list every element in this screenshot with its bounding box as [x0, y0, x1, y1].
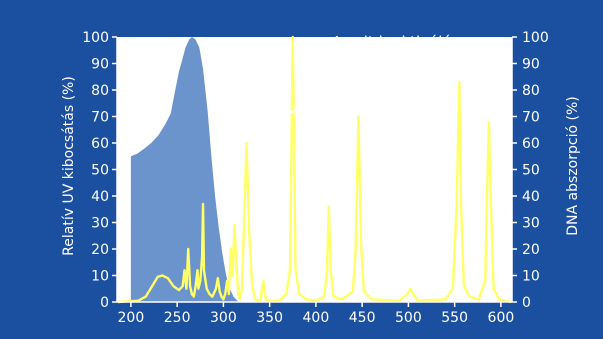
y-tick-label-right: 40 [522, 189, 540, 205]
y-tick-label-left: 100 [82, 30, 109, 46]
y-tick-label-right: 70 [522, 110, 540, 126]
y-tick-label-left: 30 [91, 216, 109, 232]
x-tick-label: 500 [395, 310, 422, 326]
y-tick-label-right: 10 [522, 269, 540, 285]
annotation-marker [212, 150, 224, 162]
y-tick-label-right: 60 [522, 136, 540, 152]
uv-emission-line [117, 35, 512, 304]
x-tick-label: 550 [441, 310, 468, 326]
x-tick-label: 300 [210, 310, 237, 326]
y-tick-label-right: 20 [522, 242, 540, 258]
x-tick-label: 350 [256, 310, 283, 326]
x-tick-label: 600 [488, 310, 515, 326]
annotation-line-1: A sejt inaktiválás [332, 33, 460, 51]
y-tick-label-right: 50 [522, 163, 540, 179]
y-tick-label-right: 90 [522, 57, 540, 73]
x-tick-label: 250 [164, 310, 191, 326]
y-tick-label-left: 50 [91, 163, 109, 179]
right-axis-label: DNA abszorpció (%) [565, 96, 581, 235]
y-tick-label-right: 80 [522, 83, 540, 99]
y-tick-label-left: 40 [91, 189, 109, 205]
x-tick-label: 450 [349, 310, 376, 326]
y-tick-label-left: 60 [91, 136, 109, 152]
axes-layer: 0 0 10 10 20 20 30 30 40 40 50 50 60 60 70 70 80 80 90 90 10… [82, 30, 548, 326]
y-tick-label-left: 20 [91, 242, 109, 258]
left-axis-label: Relatív UV kibocsátás (%) [61, 76, 77, 256]
plot-layer [117, 35, 512, 304]
x-tick-label: 200 [118, 310, 145, 326]
y-tick-label-right: 0 [522, 295, 531, 311]
y-tick-label-left: 0 [100, 295, 109, 311]
x-tick-label: 400 [303, 310, 330, 326]
y-tick-label-right: 100 [522, 30, 549, 46]
y-tick-label-left: 70 [91, 110, 109, 126]
y-tick-label-left: 10 [91, 269, 109, 285]
annotation-label: A sejt inaktiválás spektrumgörbéje [332, 33, 465, 71]
y-tick-label-left: 90 [91, 57, 109, 73]
annotation-line-2: spektrumgörbéje [334, 53, 462, 71]
annotation-pointer [217, 73, 356, 158]
y-tick-label-right: 30 [522, 216, 540, 232]
y-tick-label-left: 80 [91, 83, 109, 99]
inactivation-spectrum-area [130, 37, 241, 302]
